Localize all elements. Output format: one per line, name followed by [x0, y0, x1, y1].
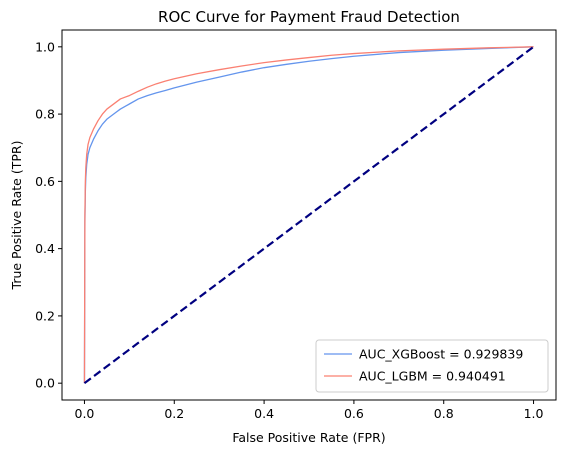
- x-tick-label: 0.6: [344, 406, 364, 421]
- series-group: [83, 45, 535, 385]
- legend-box: [315, 339, 549, 393]
- x-axis-label: False Positive Rate (FPR): [232, 430, 385, 445]
- legend: AUC_XGBoost = 0.929839 AUC_LGBM = 0.94049…: [315, 339, 549, 393]
- x-tick-label: 0.4: [254, 406, 274, 421]
- series-line-0: [83, 46, 534, 384]
- y-tick-label: 0.2: [35, 308, 55, 323]
- x-tick-label: 1.0: [524, 406, 544, 421]
- axes-frame: [61, 29, 557, 401]
- y-tick-label: 0.6: [35, 174, 55, 189]
- legend-entry: AUC_LGBM = 0.940491: [359, 369, 506, 384]
- x-tick-label: 0.8: [434, 406, 454, 421]
- chance-diagonal-line: [83, 45, 535, 385]
- plot-area: 0.0 0.2 0.4 0.6 0.8 1.0 0.0 0.2 0.4 0.6 0.8 1.0 AUC_…: [35, 29, 557, 421]
- y-tick-label: 1.0: [35, 39, 55, 54]
- y-tick-label: 0.4: [35, 241, 55, 256]
- series-line-1: [83, 46, 534, 384]
- legend-entry: AUC_XGBoost = 0.929839: [359, 347, 523, 362]
- x-tick-label: 0.0: [75, 406, 95, 421]
- chart-title: ROC Curve for Payment Fraud Detection: [158, 8, 460, 26]
- y-tick-label: 0.0: [35, 376, 55, 391]
- y-axis-label: True Positive Rate (TPR): [9, 141, 24, 291]
- x-tick-label: 0.2: [164, 406, 184, 421]
- y-tick-label: 0.8: [35, 107, 55, 122]
